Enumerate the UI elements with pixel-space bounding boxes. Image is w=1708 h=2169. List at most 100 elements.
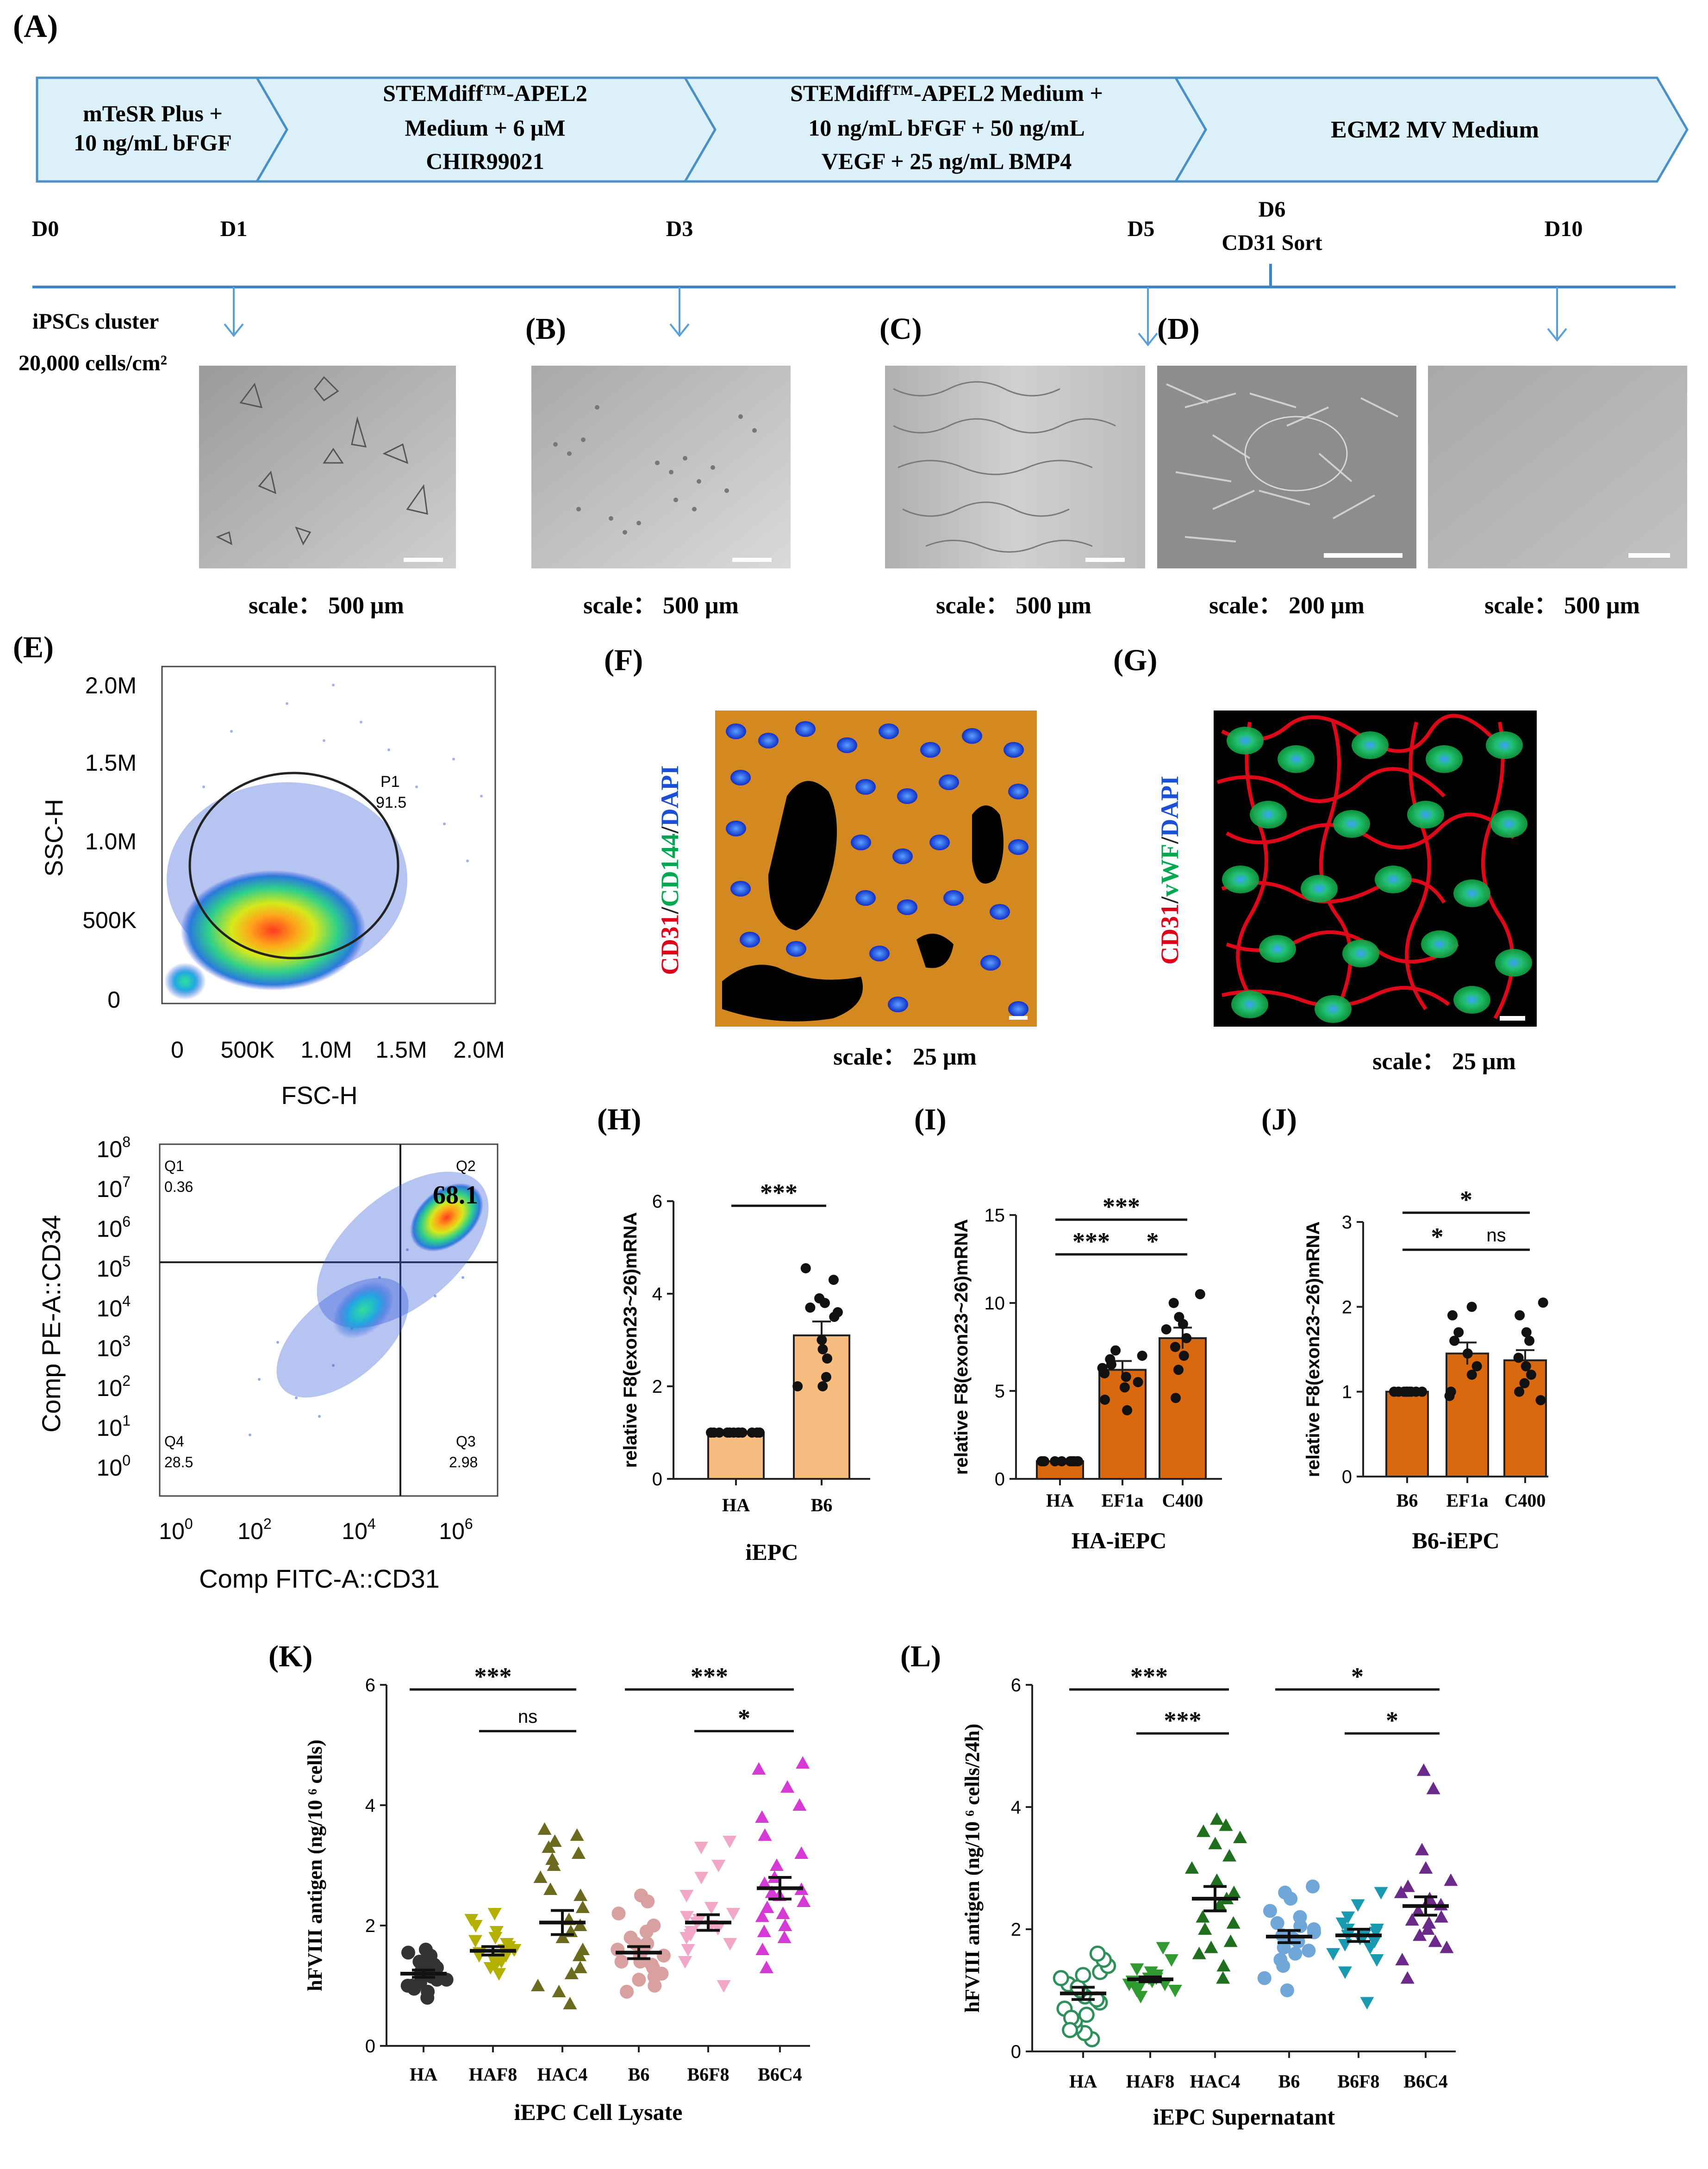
data-point (1471, 1361, 1482, 1371)
data-point (755, 1909, 769, 1922)
day-d3: D3 (666, 217, 693, 241)
significance-label: * (1386, 1707, 1398, 1734)
if-label-cd144: CD31/CD144/DAPI (656, 765, 684, 975)
quad-ylabel: Comp PE-A::CD34 (37, 1215, 66, 1433)
svg-text:103: 103 (97, 1333, 131, 1361)
data-point (1106, 1359, 1116, 1370)
x-tick-label: B6 (1278, 2071, 1300, 2092)
data-point (1513, 1353, 1524, 1363)
quad-ytick-base: 10 (97, 1335, 123, 1361)
data-point (1453, 1327, 1464, 1338)
data-point (757, 1876, 772, 1889)
data-point (640, 1937, 655, 1951)
panel-label-l: (L) (900, 1639, 941, 1673)
x-tick-label: EF1a (1446, 1490, 1488, 1511)
data-point (611, 1907, 626, 1920)
data-point (1156, 1942, 1170, 1955)
data-point (1326, 1948, 1340, 1961)
data-point (1078, 2007, 1095, 2023)
data-point (1538, 1297, 1548, 1308)
y-tick-label: 5 (995, 1381, 1005, 1402)
day-d5: D5 (1128, 217, 1155, 241)
micrograph-scale-5: scale： 500 μm (1484, 592, 1640, 619)
data-point (717, 1980, 731, 1993)
chart-h: 0 2 4 6 relative F8(exon23~26)mRNA HA B6 iEPC **… (620, 1179, 870, 1565)
svg-text:105: 105 (97, 1253, 131, 1282)
y-tick-label: 2 (1342, 1297, 1352, 1317)
q2-value: 68.1 (433, 1181, 478, 1209)
y-tick-label: 0 (1342, 1467, 1352, 1487)
data-point (1036, 1456, 1047, 1466)
y-tick-label: 6 (652, 1191, 662, 1212)
data-point (694, 1872, 709, 1884)
data-point (754, 1427, 765, 1438)
day-d10: D10 (1545, 217, 1583, 241)
data-point (548, 1834, 562, 1847)
data-point (1277, 1940, 1291, 1955)
data-point (1223, 1934, 1238, 1947)
scatter-xtick-4: 1.5M (375, 1037, 427, 1063)
data-point (632, 1973, 646, 1987)
scatter-xtick-1: 0 (171, 1037, 184, 1063)
micrograph-scale-2: scale： 500 μm (583, 592, 739, 619)
data-point (575, 1901, 590, 1913)
stage-arrow-3: STEMdiff™-APEL2 Medium + 10 ng/mL bFGF +… (683, 76, 1207, 183)
y-tick-label: 0 (652, 1469, 662, 1490)
micrograph-d6 (1157, 366, 1416, 568)
panel-label-c: (C) (879, 312, 922, 346)
data-point (814, 1293, 825, 1303)
data-point (1164, 1954, 1178, 1967)
data-point (489, 1926, 504, 1938)
data-point (647, 1970, 661, 1984)
data-point (1466, 1302, 1477, 1312)
svg-text:107: 107 (97, 1173, 131, 1202)
if-g-red-label: CD31 (1156, 904, 1184, 965)
quad-ytick-base: 10 (97, 1256, 123, 1282)
data-point (821, 1372, 831, 1382)
data-point (564, 1967, 579, 1979)
if-image-cd144 (715, 711, 1037, 1027)
quad-xtick-exp: 4 (368, 1515, 376, 1532)
data-point (723, 1938, 737, 1951)
quad-xtick-exp: 6 (465, 1515, 473, 1532)
y-tick-label: 0 (1011, 2042, 1021, 2062)
if-scale-g: scale： 25 μm (1372, 1048, 1516, 1075)
data-point (1233, 1831, 1247, 1843)
data-point (464, 1914, 479, 1926)
y-tick-label: 3 (1342, 1212, 1352, 1233)
data-point (1110, 1345, 1121, 1356)
x-tick-label: HA (1046, 1490, 1074, 1511)
bar (1503, 1359, 1547, 1477)
x-tick-label: B6C4 (758, 2064, 802, 2085)
svg-text:CD31/vWF/DAPI: CD31/vWF/DAPI (1156, 776, 1184, 965)
x-tick-label: B6C4 (1403, 2071, 1448, 2092)
data-point (792, 1381, 803, 1391)
data-point (1416, 1763, 1431, 1776)
quad-ytick-base: 10 (97, 1455, 123, 1481)
data-point (533, 1870, 548, 1883)
svg-text:108: 108 (97, 1134, 131, 1162)
y-tick-label: 2 (1011, 1920, 1021, 1940)
svg-text:101: 101 (97, 1412, 131, 1441)
quad-ytick-base: 10 (97, 1415, 123, 1441)
panel-label-a: (A) (13, 9, 58, 44)
x-tick-label: B6F8 (1337, 2071, 1379, 2092)
stage-2-line2: Medium + 6 μM (405, 115, 565, 141)
data-point (780, 1780, 795, 1793)
panel-label-f: (F) (604, 643, 643, 677)
data-point (694, 1842, 708, 1854)
significance-label: * (1351, 1663, 1364, 1690)
data-point (1440, 1940, 1454, 1953)
data-point (542, 1840, 556, 1853)
panel-label-e: (E) (13, 630, 54, 664)
significance-label: * (1460, 1186, 1472, 1214)
q4-value: 28.5 (164, 1454, 193, 1471)
data-point (1209, 1812, 1224, 1825)
scatter-xtick-2: 500K (221, 1037, 275, 1063)
if-image-vwf (1214, 711, 1537, 1027)
data-point (1227, 1885, 1241, 1898)
q3-value: 2.98 (449, 1454, 478, 1471)
data-point (722, 1427, 733, 1438)
data-point (681, 1944, 695, 1957)
